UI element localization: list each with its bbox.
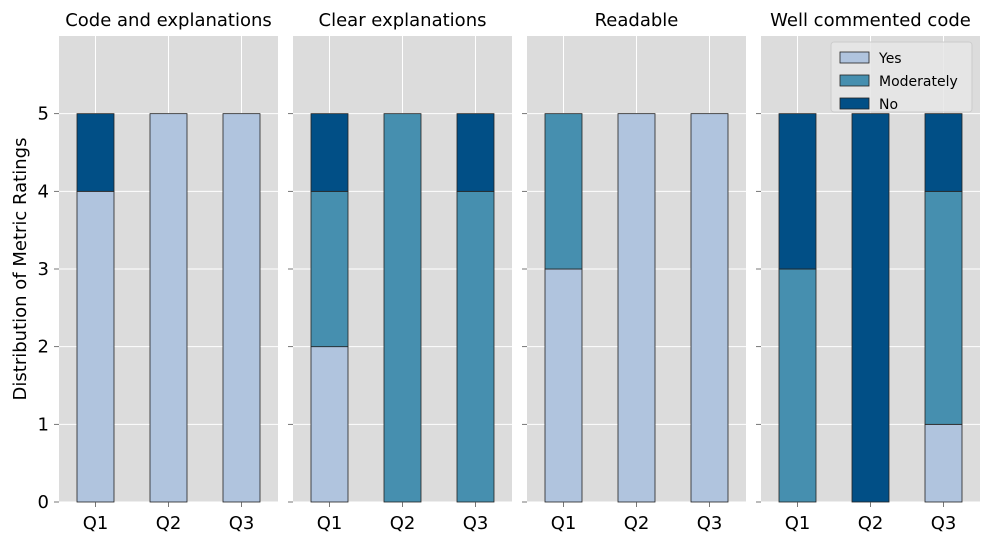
panel-4: Q1 Q2 Q3 Well commented code Yes Moderately No bbox=[756, 10, 980, 534]
x-tick-label: Q2 bbox=[156, 513, 182, 534]
bar-moderately-q1 bbox=[778, 268, 817, 503]
bar-yes-q3 bbox=[690, 113, 729, 503]
legend-swatch-no bbox=[839, 97, 870, 110]
x-tick-label: Q3 bbox=[697, 513, 723, 534]
y-tick-label: 5 bbox=[38, 104, 49, 125]
x-tick-label: Q2 bbox=[858, 513, 884, 534]
y-tick-label: 3 bbox=[38, 259, 49, 280]
bar-yes-q1 bbox=[544, 268, 583, 503]
bar-yes-q1 bbox=[76, 190, 115, 503]
bar-yes-q3 bbox=[924, 423, 963, 503]
bar-moderately-q1 bbox=[544, 113, 583, 270]
y-tick-label: 2 bbox=[38, 337, 49, 358]
bar-moderately-q2 bbox=[383, 113, 422, 503]
panel-3: Q1 Q2 Q3 Readable bbox=[522, 10, 746, 534]
panel-title: Code and explanations bbox=[65, 10, 272, 31]
x-tick-label: Q3 bbox=[463, 513, 489, 534]
bar-no-q3 bbox=[924, 113, 963, 192]
legend-label-yes: Yes bbox=[878, 51, 902, 67]
panel-title: Well commented code bbox=[770, 10, 971, 31]
y-axis-label: Distribution of Metric Ratings bbox=[10, 138, 31, 401]
bar-no-q1 bbox=[310, 113, 349, 192]
panel-2: Q1 Q2 Q3 Clear explanations bbox=[288, 10, 512, 534]
legend: Yes Moderately No bbox=[830, 41, 973, 113]
x-tick-label: Q3 bbox=[229, 513, 255, 534]
bar-no-q1 bbox=[76, 113, 115, 192]
x-tick-label: Q2 bbox=[390, 513, 416, 534]
panel-1: 0 1 2 3 4 5 Q1 Q2 Q3 Code and explanations bbox=[38, 10, 278, 534]
legend-label-moderately: Moderately bbox=[879, 74, 958, 90]
bar-yes-q3 bbox=[222, 113, 261, 503]
legend-swatch-moderately bbox=[839, 74, 870, 87]
x-tick-label: Q3 bbox=[931, 513, 957, 534]
bar-no-q2 bbox=[851, 113, 890, 503]
bar-yes-q2 bbox=[149, 113, 188, 503]
bar-yes-q1 bbox=[310, 346, 349, 503]
y-tick-label: 1 bbox=[38, 414, 49, 435]
panel-title: Clear explanations bbox=[319, 10, 487, 31]
legend-swatch-yes bbox=[839, 51, 870, 64]
bar-yes-q2 bbox=[617, 113, 656, 503]
panel-title: Readable bbox=[595, 10, 679, 31]
bar-no-q3 bbox=[456, 113, 495, 192]
x-tick-label: Q1 bbox=[785, 513, 811, 534]
x-tick-label: Q1 bbox=[83, 513, 109, 534]
bar-moderately-q1 bbox=[310, 190, 349, 348]
bar-moderately-q3 bbox=[456, 190, 495, 503]
y-tick-label: 0 bbox=[38, 492, 49, 513]
x-tick-label: Q1 bbox=[317, 513, 343, 534]
legend-label-no: No bbox=[879, 97, 898, 113]
y-tick-label: 4 bbox=[38, 181, 49, 202]
bar-moderately-q3 bbox=[924, 190, 963, 425]
bar-no-q1 bbox=[778, 113, 817, 270]
x-tick-label: Q2 bbox=[624, 513, 650, 534]
x-tick-label: Q1 bbox=[551, 513, 577, 534]
